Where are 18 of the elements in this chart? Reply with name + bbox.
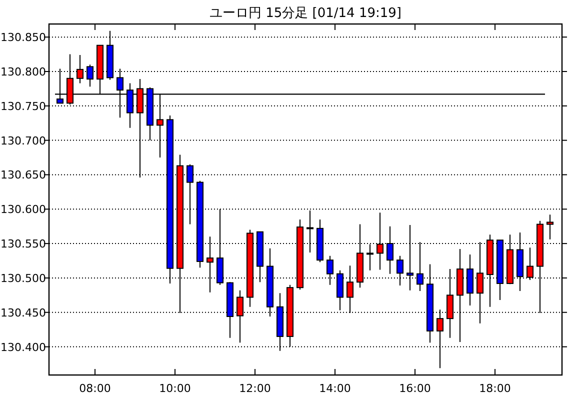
y-tick-label: 130.600 [0,203,46,216]
y-tick-label: 130.800 [0,65,46,78]
y-tick-label: 130.850 [0,31,46,44]
x-tick-label: 12:00 [239,382,271,395]
y-tick-label: 130.400 [0,340,46,354]
x-tick-label: 18:00 [479,382,511,395]
y-tick-label: 130.450 [0,306,46,320]
y-tick-label: 130.500 [0,272,46,285]
y-tick-label: 130.650 [0,168,46,182]
candlestick [546,214,554,240]
x-tick-label: 14:00 [319,382,351,395]
y-tick-label: 130.700 [0,134,46,148]
y-tick-label: 130.750 [0,100,46,113]
chart-title: ユーロ円 15分足 [01/14 19:19] [209,6,402,21]
y-tick-label: 130.550 [0,238,46,251]
x-tick-label: 10:00 [159,382,191,395]
x-tick-label: 08:00 [79,382,111,395]
x-tick-label: 16:00 [399,382,431,395]
